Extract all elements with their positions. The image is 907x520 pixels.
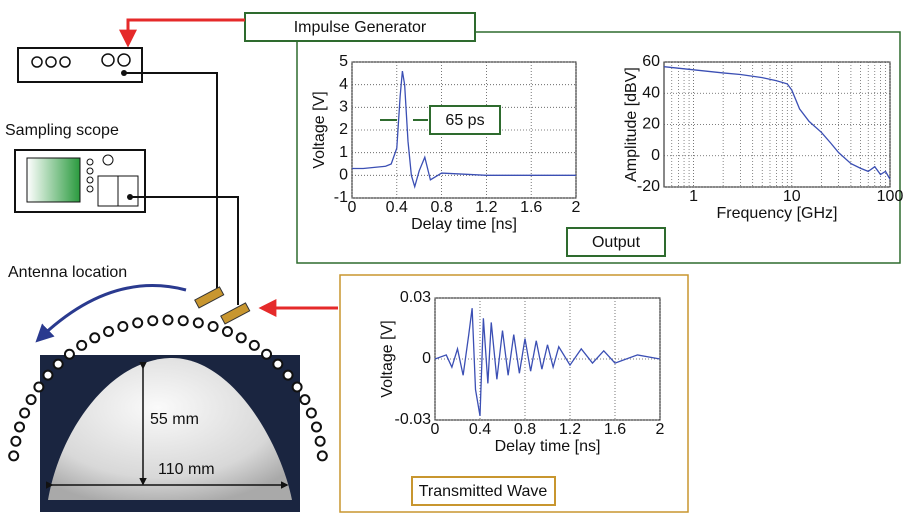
bead	[117, 320, 129, 332]
label: Sampling scope	[5, 122, 119, 139]
x-tick-label: 1.2	[475, 199, 497, 216]
annotation-box	[429, 105, 501, 135]
label: Output	[592, 234, 641, 251]
knobs	[31, 53, 131, 68]
label-box	[411, 476, 556, 506]
bead	[316, 450, 328, 462]
bead	[221, 325, 233, 337]
bead	[192, 317, 204, 329]
x-tick-label: 0.4	[469, 421, 491, 438]
x-axis-title: Delay time [ns]	[411, 216, 517, 233]
bead	[207, 320, 219, 332]
x-axis-title: Frequency [GHz]	[717, 205, 838, 222]
bead	[19, 407, 31, 419]
bead	[10, 435, 22, 447]
plot-area	[663, 61, 891, 188]
antenna	[194, 286, 225, 309]
bead	[305, 407, 317, 419]
y-tick-label: 0	[339, 167, 348, 184]
y-tick-label: 2	[339, 121, 348, 138]
output-frame	[296, 31, 901, 264]
bead	[261, 348, 273, 360]
bead	[52, 358, 64, 370]
bead	[8, 450, 20, 462]
y-tick-label: 20	[642, 116, 660, 133]
bead	[147, 315, 159, 327]
screen	[26, 157, 81, 203]
series-line	[352, 70, 576, 190]
label-box	[566, 227, 666, 257]
cable	[130, 196, 239, 305]
annotation: 65 ps	[445, 112, 484, 129]
y-axis-title: Voltage [V]	[379, 320, 396, 397]
bead	[235, 332, 247, 344]
x-tick-label: 0.8	[430, 199, 452, 216]
y-tick-label: 3	[339, 99, 348, 116]
x-tick-label: 0.4	[386, 199, 408, 216]
bead	[63, 348, 75, 360]
label: Transmitted Wave	[419, 483, 548, 500]
y-tick-label: 5	[339, 53, 348, 70]
antenna	[220, 302, 251, 325]
label: 55 mm	[150, 411, 199, 428]
bead	[89, 332, 101, 344]
bead	[103, 325, 115, 337]
y-axis-title: Voltage [V]	[311, 91, 328, 168]
bead	[291, 381, 303, 393]
y-tick-label: 40	[642, 84, 660, 101]
bead	[314, 435, 326, 447]
x-tick-label: 1.2	[559, 421, 581, 438]
bead	[310, 421, 322, 433]
y-axis-title: Amplitude [dBV]	[623, 67, 640, 182]
y-tick-label: -20	[637, 178, 660, 195]
y-tick-label: 0	[651, 147, 660, 164]
label: 110 mm	[158, 461, 215, 478]
y-tick-label: 60	[642, 53, 660, 70]
bead	[299, 394, 311, 406]
x-tick-label: 1	[689, 188, 698, 205]
label: Antenna location	[8, 264, 127, 281]
bead	[272, 358, 284, 370]
antenna-positions	[8, 314, 328, 462]
cable	[124, 72, 218, 294]
y-tick-label: -1	[334, 189, 348, 206]
bead	[76, 339, 88, 351]
x-axis-title: Delay time [ns]	[495, 438, 601, 455]
y-tick-label: 0	[422, 350, 431, 367]
arrow	[35, 284, 187, 343]
bead	[282, 369, 294, 381]
x-tick-label: 2	[572, 199, 581, 216]
y-tick-label: -0.03	[395, 411, 432, 428]
x-tick-label: 100	[877, 188, 904, 205]
generator-box	[244, 12, 476, 42]
x-tick-label: 1.6	[520, 199, 542, 216]
bead	[25, 394, 37, 406]
device	[17, 47, 143, 83]
label: Impulse Generator	[294, 19, 427, 36]
y-tick-label: 0.03	[400, 289, 431, 306]
x-tick-label: 0	[348, 199, 357, 216]
bead	[42, 369, 54, 381]
x-tick-label: 2	[656, 421, 665, 438]
series-line	[663, 66, 891, 180]
bead	[132, 317, 144, 329]
bead	[248, 339, 260, 351]
x-tick-label: 0.8	[514, 421, 536, 438]
knobs	[86, 154, 139, 207]
x-tick-label: 10	[783, 188, 801, 205]
y-tick-label: 4	[339, 76, 348, 93]
arrow	[119, 18, 245, 48]
dimensions	[46, 362, 289, 489]
bead	[33, 381, 45, 393]
bead	[177, 315, 189, 327]
x-tick-label: 1.6	[604, 421, 626, 438]
transmitted-frame	[339, 274, 689, 513]
series-line	[434, 308, 661, 417]
y-tick-label: 1	[339, 144, 348, 161]
phantom	[48, 357, 292, 500]
bead	[14, 421, 26, 433]
x-tick-label: 0	[431, 421, 440, 438]
bead	[162, 314, 174, 326]
